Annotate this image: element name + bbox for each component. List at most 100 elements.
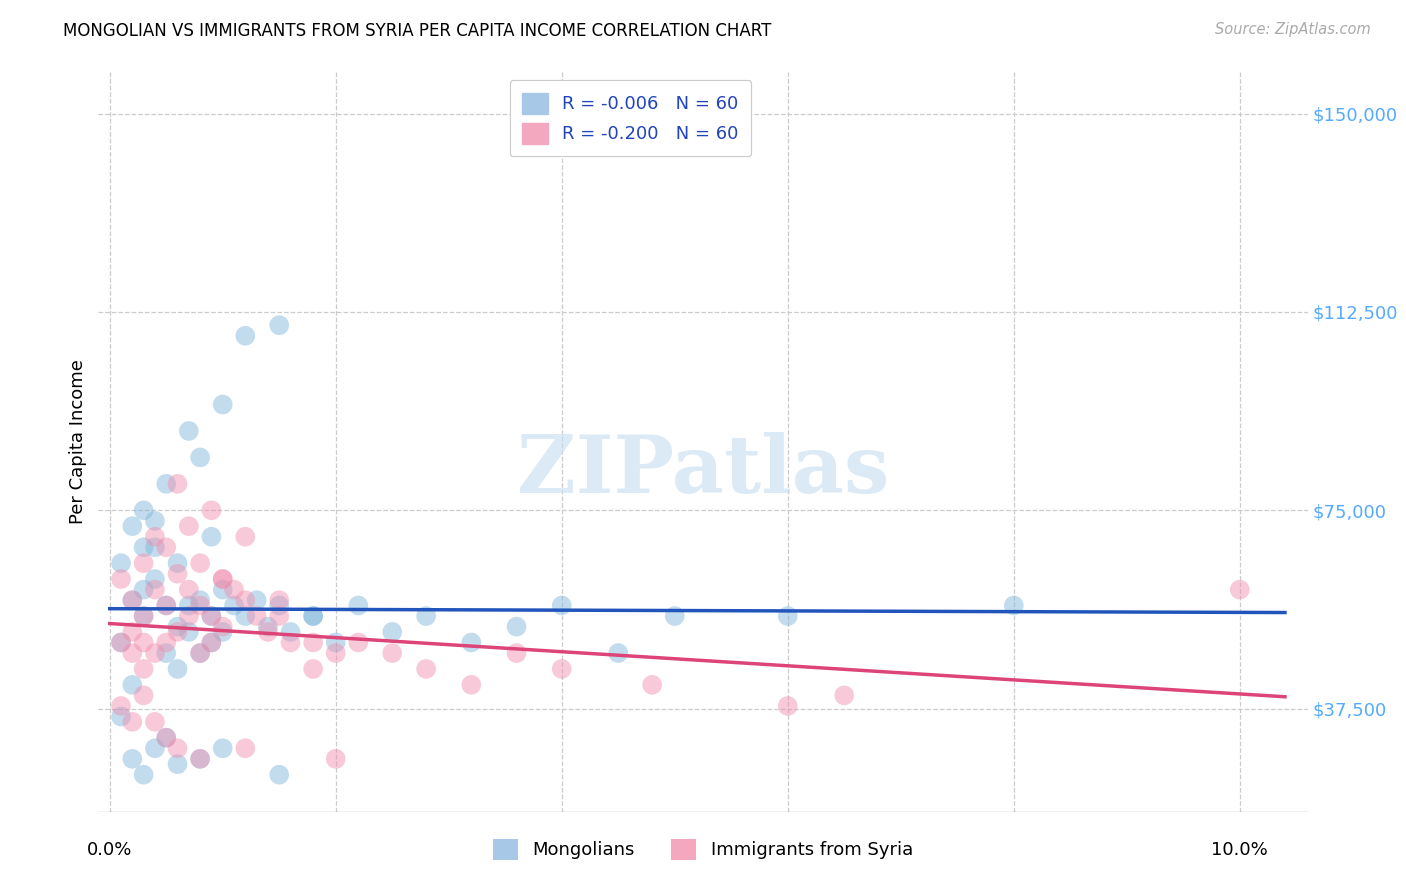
Point: [257, 619, 280, 633]
Point: [269, 609, 291, 624]
Point: [110, 635, 132, 649]
Point: [121, 714, 143, 729]
Text: Source: ZipAtlas.com: Source: ZipAtlas.com: [1215, 22, 1371, 37]
Point: [269, 593, 291, 607]
Point: [460, 678, 482, 692]
Point: [188, 450, 211, 465]
Point: [776, 609, 799, 624]
Text: ZIPatlas: ZIPatlas: [517, 432, 889, 510]
Point: [155, 731, 177, 745]
Point: [177, 582, 200, 597]
Point: [110, 572, 132, 586]
Point: [832, 689, 855, 703]
Point: [177, 599, 200, 613]
Point: [211, 572, 233, 586]
Point: [664, 609, 686, 624]
Point: [132, 609, 155, 624]
Point: [211, 741, 233, 756]
Point: [132, 635, 155, 649]
Point: [155, 731, 177, 745]
Point: [776, 698, 799, 713]
Point: [166, 619, 188, 633]
Point: [269, 318, 291, 333]
Point: [269, 767, 291, 781]
Y-axis label: Per Capita Income: Per Capita Income: [69, 359, 87, 524]
Legend: Mongolians, Immigrants from Syria: Mongolians, Immigrants from Syria: [485, 831, 921, 867]
Point: [302, 609, 325, 624]
Point: [132, 767, 155, 781]
Point: [200, 609, 222, 624]
Text: MONGOLIAN VS IMMIGRANTS FROM SYRIA PER CAPITA INCOME CORRELATION CHART: MONGOLIAN VS IMMIGRANTS FROM SYRIA PER C…: [63, 22, 772, 40]
Point: [132, 503, 155, 517]
Point: [246, 609, 269, 624]
Point: [551, 599, 574, 613]
Point: [505, 619, 527, 633]
Point: [211, 398, 233, 412]
Point: [143, 530, 166, 544]
Point: [325, 752, 347, 766]
Point: [110, 556, 132, 570]
Point: [381, 624, 404, 639]
Point: [166, 757, 188, 772]
Point: [155, 599, 177, 613]
Point: [188, 593, 211, 607]
Point: [280, 635, 302, 649]
Point: [302, 635, 325, 649]
Point: [155, 476, 177, 491]
Point: [177, 424, 200, 438]
Point: [166, 741, 188, 756]
Point: [121, 678, 143, 692]
Point: [121, 624, 143, 639]
Point: [132, 609, 155, 624]
Point: [155, 541, 177, 555]
Point: [280, 624, 302, 639]
Point: [1229, 582, 1251, 597]
Point: [233, 609, 256, 624]
Point: [1002, 599, 1025, 613]
Point: [641, 678, 664, 692]
Point: [143, 514, 166, 528]
Point: [166, 566, 188, 581]
Point: [132, 662, 155, 676]
Point: [211, 572, 233, 586]
Point: [200, 635, 222, 649]
Point: [269, 599, 291, 613]
Point: [211, 582, 233, 597]
Point: [143, 582, 166, 597]
Point: [200, 609, 222, 624]
Point: [155, 599, 177, 613]
Point: [188, 556, 211, 570]
Point: [188, 646, 211, 660]
Point: [607, 646, 630, 660]
Point: [211, 624, 233, 639]
Point: [132, 541, 155, 555]
Point: [121, 593, 143, 607]
Point: [200, 635, 222, 649]
Point: [302, 662, 325, 676]
Point: [143, 572, 166, 586]
Point: [132, 689, 155, 703]
Point: [222, 582, 245, 597]
Point: [143, 714, 166, 729]
Point: [415, 609, 437, 624]
Point: [121, 519, 143, 533]
Point: [200, 530, 222, 544]
Point: [233, 328, 256, 343]
Point: [200, 503, 222, 517]
Point: [460, 635, 482, 649]
Point: [166, 624, 188, 639]
Point: [233, 530, 256, 544]
Point: [233, 593, 256, 607]
Point: [143, 541, 166, 555]
Point: [246, 593, 269, 607]
Point: [325, 635, 347, 649]
Text: 10.0%: 10.0%: [1212, 841, 1268, 859]
Point: [347, 635, 370, 649]
Point: [121, 752, 143, 766]
Point: [551, 662, 574, 676]
Point: [177, 624, 200, 639]
Point: [143, 741, 166, 756]
Point: [188, 752, 211, 766]
Point: [222, 599, 245, 613]
Point: [132, 556, 155, 570]
